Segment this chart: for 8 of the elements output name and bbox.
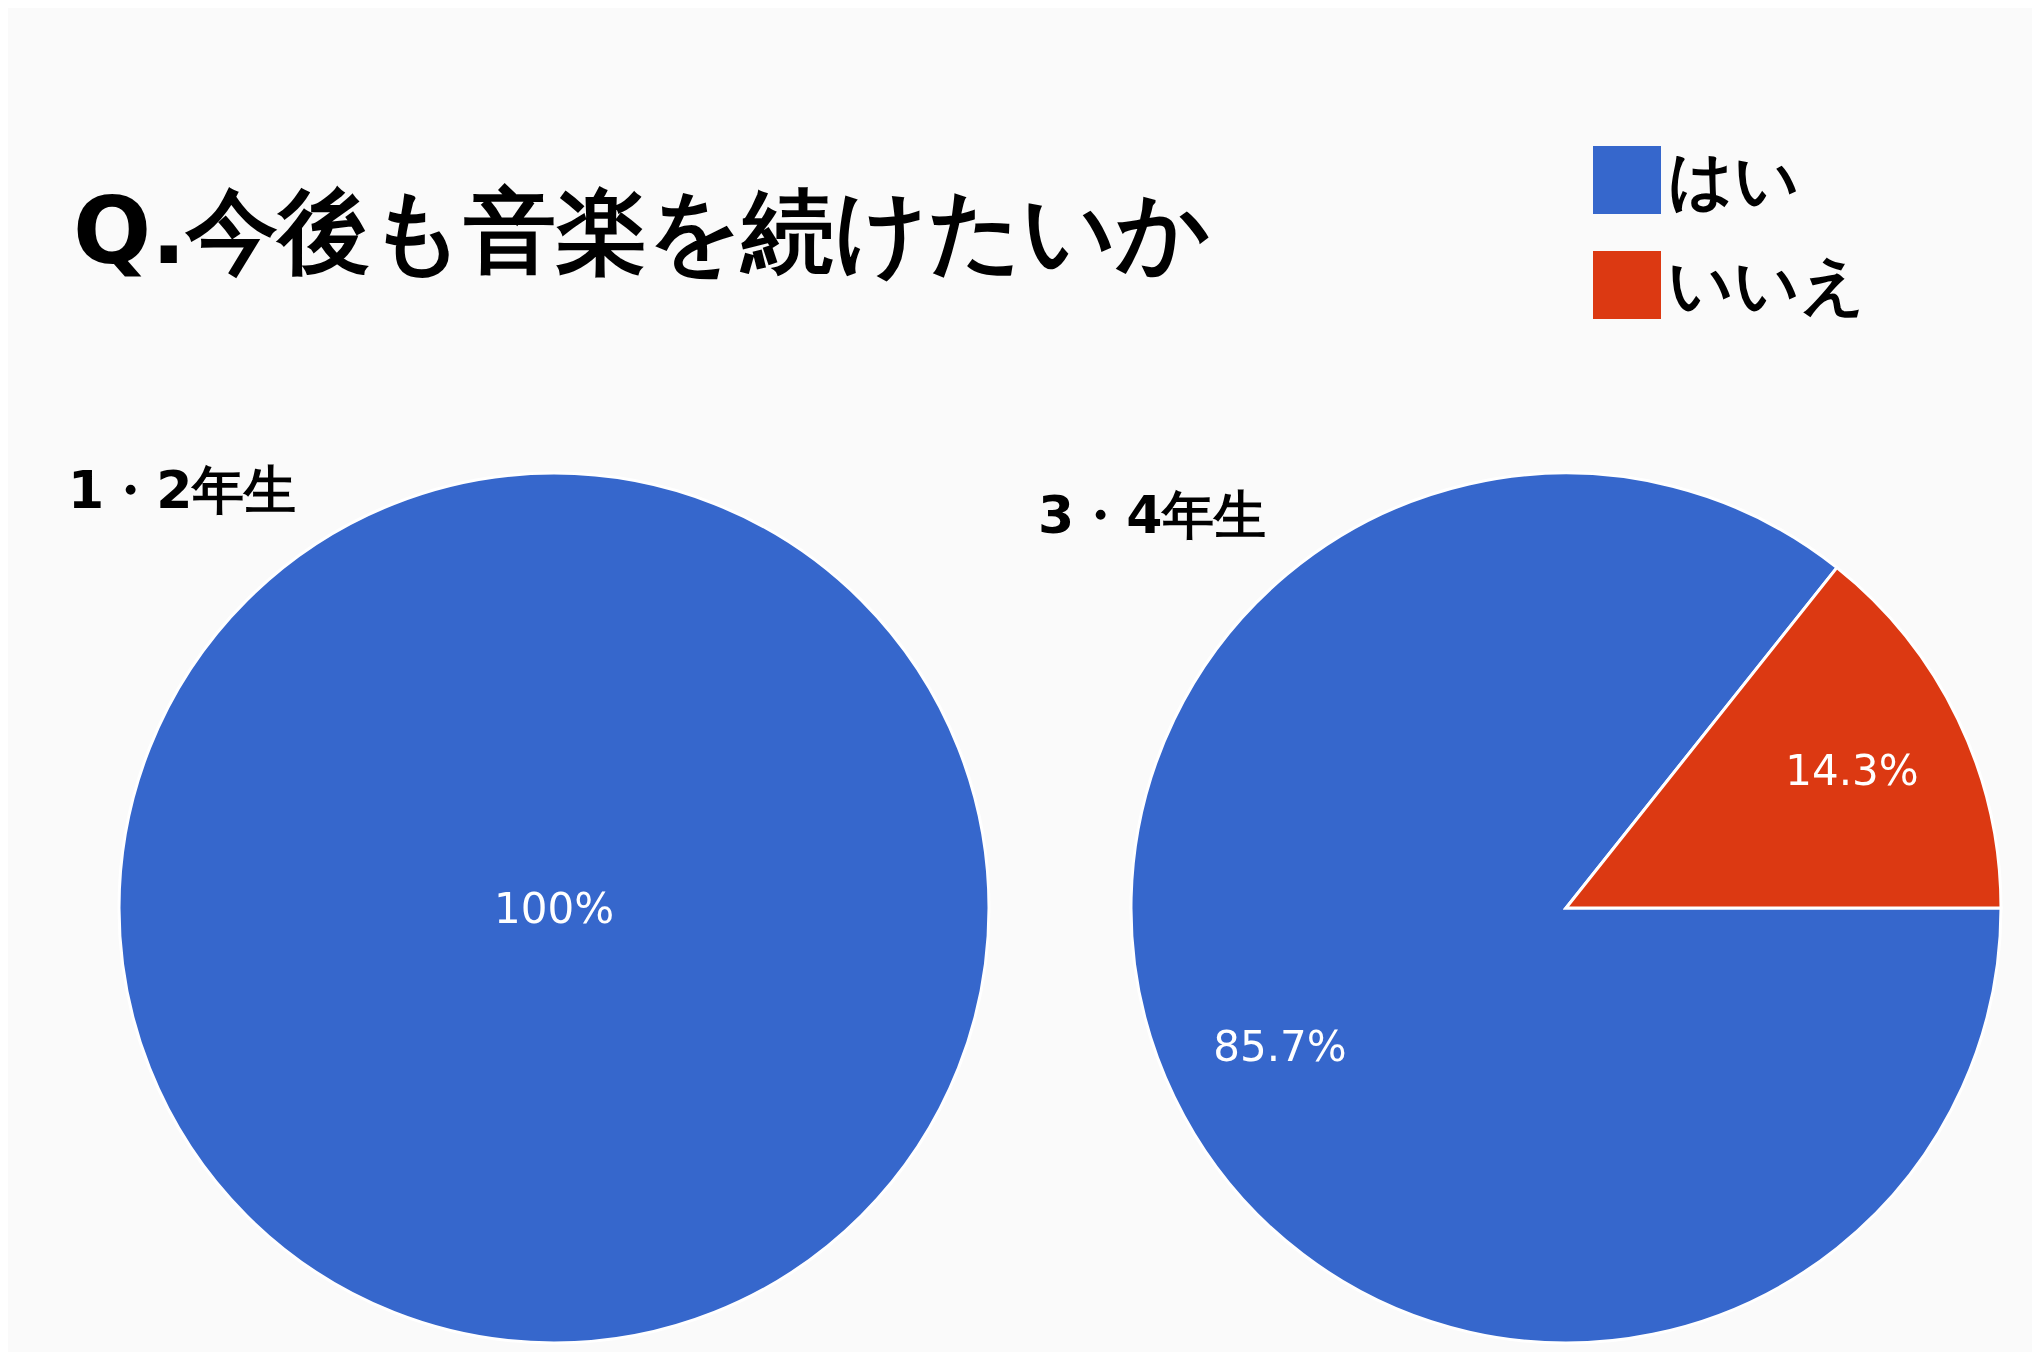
legend-label: いいえ — [1668, 248, 1866, 323]
data-label: 100% — [493, 883, 615, 933]
data-label: 85.7% — [1213, 1021, 1347, 1071]
legend-label: はい — [1668, 143, 1800, 218]
data-label: 14.3% — [1785, 745, 1919, 795]
chart-title: Q.今後も音楽を続けたいか — [73, 178, 1211, 285]
chart-subtitle: 1・2年生 — [68, 460, 297, 520]
text: 3・4年生 — [1038, 485, 1267, 545]
